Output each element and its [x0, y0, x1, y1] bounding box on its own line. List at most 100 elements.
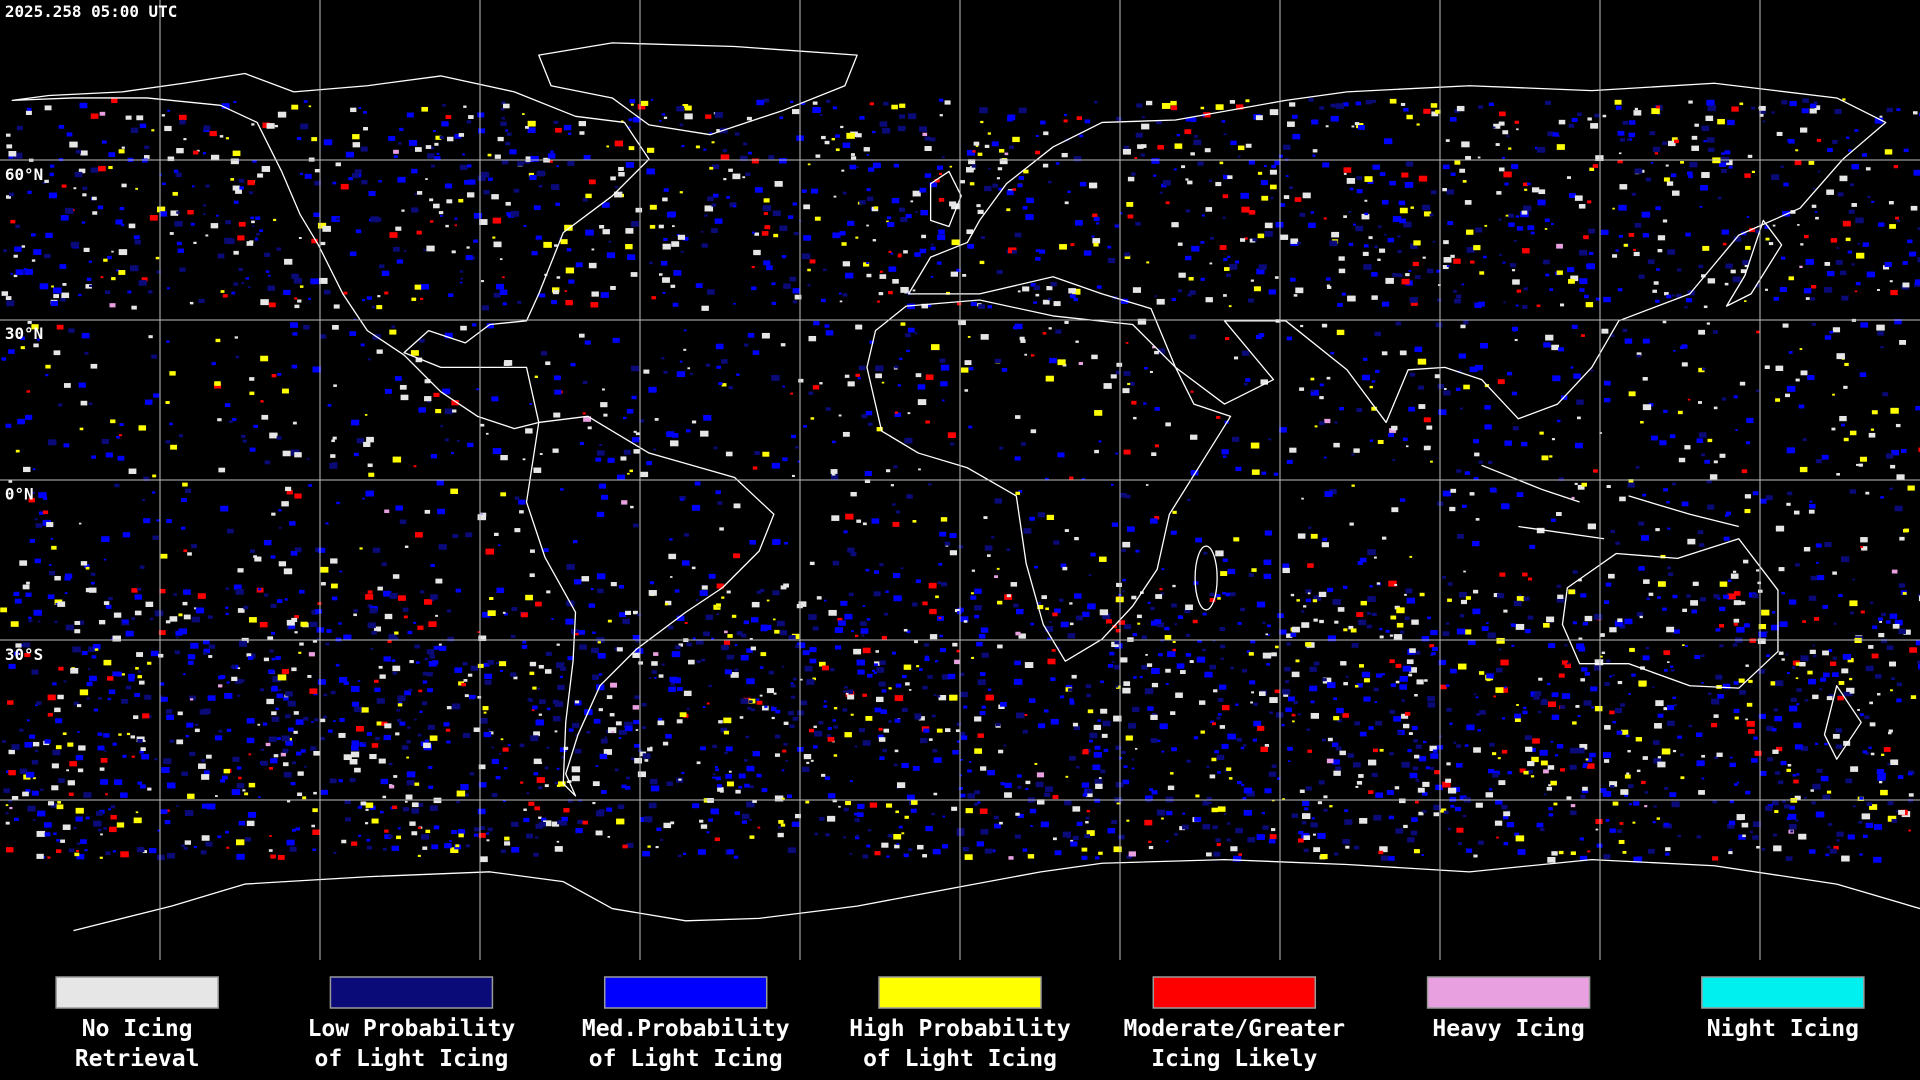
icing-pixel: [259, 621, 268, 628]
icing-pixel: [766, 599, 770, 602]
icing-pixel: [1371, 380, 1376, 383]
icing-pixel: [868, 167, 875, 172]
icing-pixel: [1314, 425, 1318, 428]
icing-pixel: [100, 276, 104, 279]
icing-pixel: [419, 710, 423, 713]
icing-pixel: [1901, 448, 1907, 453]
icing-pixel: [1299, 387, 1305, 391]
icing-pixel: [1067, 190, 1071, 194]
icing-pixel: [675, 645, 681, 650]
icing-pixel: [193, 241, 197, 245]
icing-pixel: [349, 251, 357, 257]
icing-pixel: [323, 693, 328, 697]
icing-pixel: [185, 488, 192, 493]
icing-pixel: [974, 588, 982, 594]
icing-pixel: [66, 769, 70, 772]
icing-pixel: [1450, 172, 1456, 176]
icing-pixel: [544, 784, 549, 788]
icing-pixel: [1422, 781, 1430, 787]
icing-pixel: [1785, 393, 1790, 398]
icing-pixel: [853, 812, 858, 816]
icing-pixel: [1786, 768, 1791, 772]
icing-pixel: [537, 294, 541, 297]
icing-pixel: [1788, 351, 1793, 354]
icing-pixel: [1337, 302, 1343, 307]
icing-pixel: [987, 769, 995, 776]
icing-pixel: [1815, 811, 1825, 818]
icing-pixel: [1445, 684, 1450, 687]
icing-pixel: [21, 245, 26, 248]
icing-pixel: [744, 783, 750, 788]
icing-pixel: [1592, 164, 1599, 168]
icing-pixel: [1442, 576, 1447, 579]
icing-pixel: [1322, 678, 1327, 682]
icing-pixel: [1539, 431, 1544, 435]
icing-pixel: [497, 136, 504, 142]
icing-pixel: [1367, 596, 1376, 602]
icing-pixel: [679, 495, 686, 501]
icing-pixel: [1044, 709, 1049, 713]
icing-pixel: [809, 647, 817, 653]
icing-pixel: [676, 106, 685, 112]
icing-pixel: [1100, 708, 1108, 714]
icing-pixel: [1764, 225, 1770, 229]
icing-pixel: [1165, 201, 1170, 205]
icing-pixel: [1154, 407, 1160, 411]
icing-pixel: [45, 373, 49, 377]
icing-pixel: [20, 644, 25, 647]
icing-pixel: [283, 771, 292, 778]
icing-pixel: [1155, 594, 1163, 599]
icing-pixel: [219, 135, 224, 138]
icing-pixel: [812, 107, 821, 114]
icing-pixel: [1572, 570, 1578, 574]
icing-pixel: [1620, 138, 1626, 142]
icing-pixel: [1070, 841, 1078, 847]
icing-pixel: [529, 573, 535, 578]
icing-pixel: [1700, 654, 1705, 658]
icing-pixel: [413, 465, 417, 468]
icing-pixel: [1154, 350, 1159, 355]
icing-pixel: [632, 634, 640, 640]
icing-pixel: [827, 793, 836, 799]
icing-pixel: [1113, 715, 1122, 722]
icing-pixel: [1787, 672, 1790, 675]
icing-pixel: [88, 646, 96, 652]
icing-pixel: [1626, 138, 1630, 141]
icing-pixel: [1447, 787, 1457, 794]
icing-pixel: [431, 598, 435, 602]
icing-pixel: [1414, 346, 1423, 353]
icing-pixel: [1685, 232, 1691, 237]
icing-pixel: [313, 751, 320, 756]
icing-pixel: [1230, 846, 1238, 852]
icing-pixel: [835, 645, 842, 650]
icing-pixel: [862, 740, 871, 746]
icing-pixel: [1333, 852, 1339, 856]
icing-pixel: [361, 179, 368, 185]
icing-pixel: [118, 149, 125, 154]
icing-pixel: [1395, 680, 1400, 684]
icing-pixel: [1060, 563, 1067, 568]
icing-pixel: [635, 207, 643, 213]
icing-pixel: [1047, 297, 1052, 301]
icing-pixel: [727, 849, 734, 854]
icing-pixel: [568, 279, 575, 284]
icing-pixel: [1731, 106, 1739, 112]
icing-pixel: [417, 854, 421, 857]
icing-pixel: [1022, 848, 1028, 852]
icing-pixel: [189, 695, 196, 701]
icing-pixel: [1831, 427, 1836, 431]
icing-pixel: [1449, 506, 1456, 512]
icing-pixel: [715, 343, 724, 350]
icing-pixel: [1435, 109, 1441, 114]
icing-pixel: [1836, 831, 1844, 837]
icing-pixel: [481, 305, 489, 311]
icing-pixel: [1341, 292, 1346, 296]
icing-pixel: [479, 856, 488, 863]
icing-pixel: [1725, 511, 1732, 516]
icing-pixel: [1326, 285, 1332, 289]
icing-pixel: [721, 644, 729, 651]
icing-pixel: [1699, 205, 1703, 208]
icing-pixel: [33, 343, 39, 348]
icing-pixel: [370, 647, 374, 650]
icing-pixel: [744, 343, 749, 347]
